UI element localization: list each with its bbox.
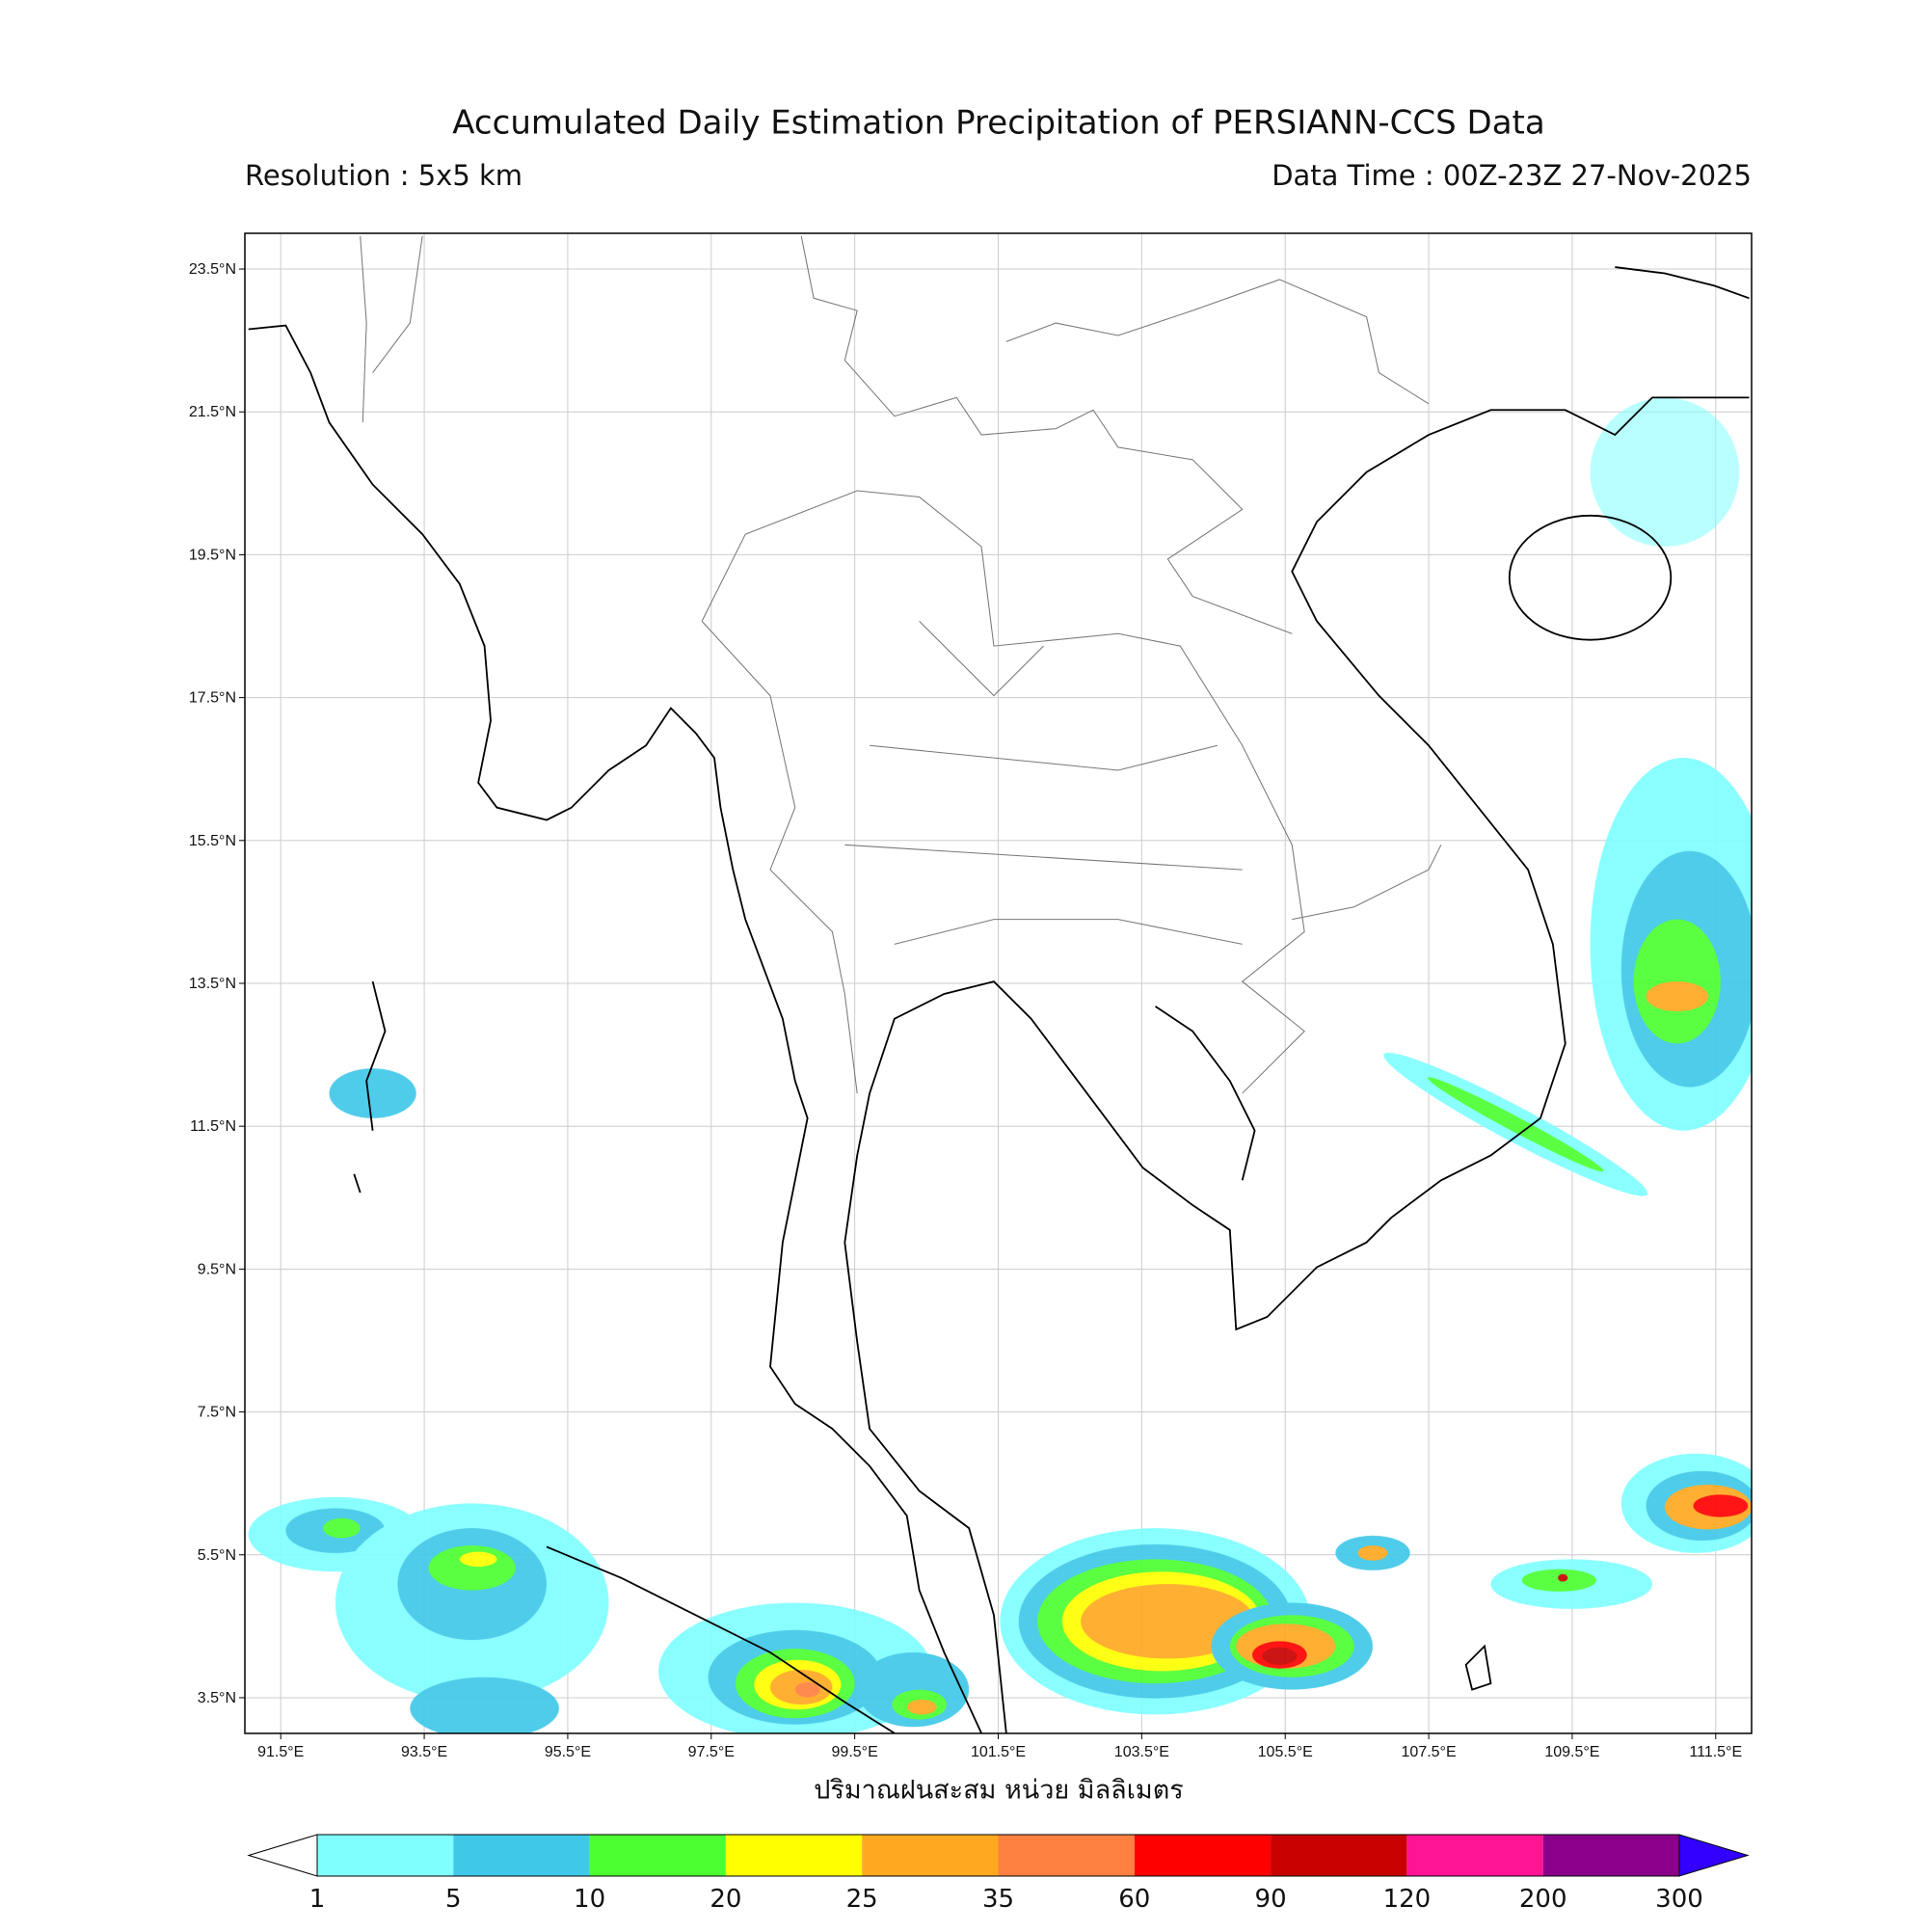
colorbar-tick-label: 20 (710, 1885, 741, 1914)
map-layer (248, 235, 1752, 1733)
colorbar-tick-label: 200 (1519, 1885, 1567, 1914)
y-tick-label: 7.5°N (198, 1405, 236, 1421)
colorbar-segment (1542, 1835, 1679, 1876)
y-tick-label: 9.5°N (198, 1261, 236, 1277)
map-shapes (248, 235, 1752, 1733)
y-tick-label: 3.5°N (198, 1690, 236, 1706)
colorbar-tick-label: 120 (1383, 1885, 1432, 1914)
colorbar-segment (725, 1835, 863, 1876)
x-tick-label: 93.5°E (401, 1744, 447, 1760)
colorbar-segment (589, 1835, 726, 1876)
colorbar-segment (317, 1835, 454, 1876)
colorbar-segment (1406, 1835, 1543, 1876)
colorbar-tick-label: 90 (1255, 1885, 1287, 1914)
colorbar: 1 5 10 20 25 35 60 90 120 200 300 (247, 1834, 1750, 1914)
y-tick-label: 21.5°N (189, 404, 236, 420)
colorbar-segment (862, 1835, 999, 1876)
y-tick-label: 23.5°N (189, 261, 236, 278)
x-tick-label: 101.5°E (971, 1744, 1026, 1760)
x-tick-label: 109.5°E (1544, 1744, 1599, 1760)
x-tick-label: 105.5°E (1258, 1744, 1313, 1760)
x-tick-label: 97.5°E (688, 1744, 735, 1760)
y-tick-label: 15.5°N (189, 833, 236, 849)
colorbar-segment (1271, 1835, 1407, 1876)
colorbar-label: ปริมาณฝนสะสม หน่วย มิลลิเมตร (814, 1776, 1184, 1806)
y-tick-label: 19.5°N (189, 547, 236, 563)
colorbar-frame (316, 1834, 1680, 1877)
colorbar-tick-label: 35 (982, 1885, 1014, 1914)
colorbar-tick-label: 5 (445, 1885, 462, 1914)
x-tick-label: 107.5°E (1402, 1744, 1457, 1760)
resolution: Resolution : 5x5 km (245, 159, 522, 192)
y-tick-label: 13.5°N (189, 976, 236, 992)
title: Accumulated Daily Estimation Precipitati… (452, 104, 1544, 143)
colorbar-segment (1134, 1835, 1272, 1876)
x-tick-label: 99.5°E (832, 1744, 878, 1760)
colorbar-segment (453, 1835, 590, 1876)
x-tick-label: 95.5°E (545, 1744, 591, 1760)
y-tick-label: 17.5°N (189, 690, 236, 707)
colorbar-tick-label: 10 (574, 1885, 605, 1914)
y-tick-label: 11.5°N (190, 1118, 236, 1135)
colorbar-tick-label: 1 (309, 1885, 326, 1914)
x-tick-label: 111.5°E (1689, 1744, 1742, 1760)
colorbar-under (247, 1834, 318, 1877)
y-tick-label: 5.5°N (198, 1547, 236, 1564)
colorbar-over (1678, 1834, 1750, 1877)
colorbar-tick-label: 60 (1118, 1885, 1150, 1914)
x-tick-label: 91.5°E (257, 1744, 304, 1760)
x-tick-label: 103.5°E (1114, 1744, 1169, 1760)
colorbar-tick-label: 300 (1655, 1885, 1703, 1914)
colorbar-segment (998, 1835, 1135, 1876)
colorbar-tick-label: 25 (846, 1885, 878, 1914)
ticks: 91.5°E 93.5°E 95.5°E 97.5°E 99.5°E 101.5°E 103… (189, 261, 1742, 1760)
precipitation (248, 397, 1752, 1733)
data-time: Data Time : 00Z-23Z 27-Nov-2025 (1272, 159, 1752, 192)
